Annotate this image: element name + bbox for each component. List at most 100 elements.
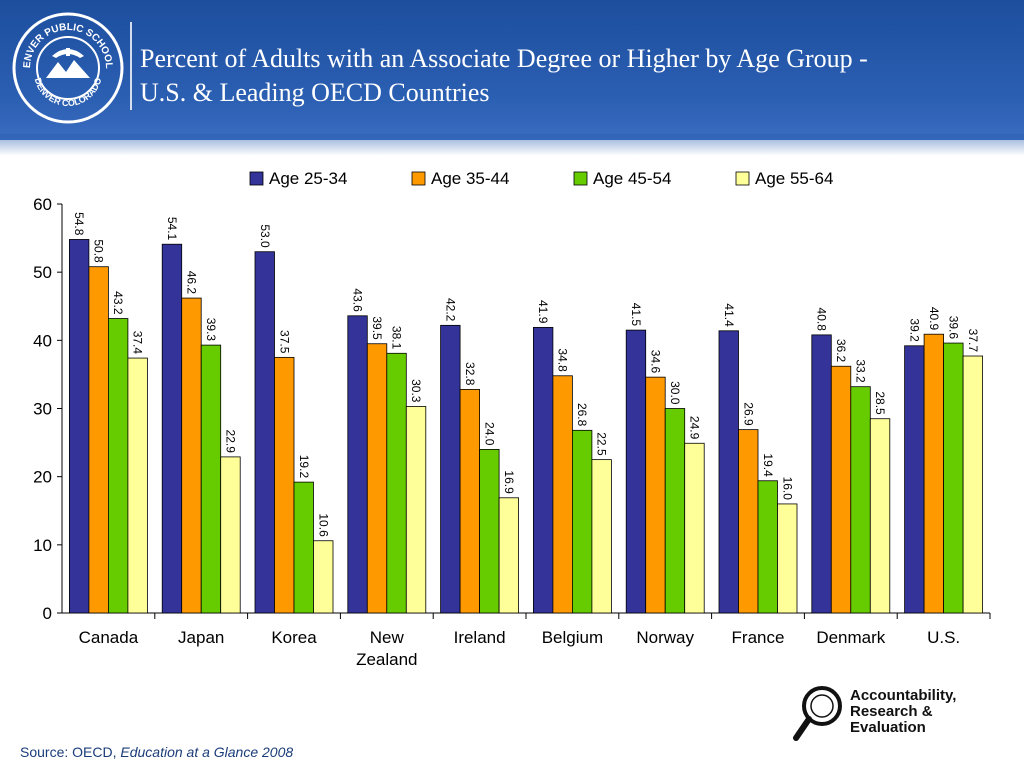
dps-seal-logo: DENVER PUBLIC SCHOOLS DENVER COLORADO bbox=[12, 12, 124, 124]
data-label: 40.9 bbox=[927, 307, 941, 331]
x-tick-label-line: Belgium bbox=[542, 628, 603, 647]
data-label: 37.5 bbox=[277, 330, 291, 354]
legend-label-3: Age 45-54 bbox=[593, 169, 671, 188]
x-tick-label: Norway bbox=[636, 628, 694, 647]
header-fade bbox=[0, 134, 1024, 156]
bar bbox=[200, 344, 222, 614]
header-divider bbox=[130, 22, 132, 110]
data-label: 43.2 bbox=[111, 291, 125, 315]
data-label: 32.8 bbox=[463, 362, 477, 386]
bar bbox=[738, 429, 759, 614]
x-tick-label: Denmark bbox=[816, 628, 885, 647]
title-line-1: Percent of Adults with an Associate Degr… bbox=[140, 44, 868, 73]
y-tick-label: 50 bbox=[33, 263, 52, 282]
bar bbox=[591, 459, 612, 614]
data-label: 39.2 bbox=[907, 318, 921, 342]
bar bbox=[664, 408, 686, 614]
data-label: 53.0 bbox=[258, 224, 272, 248]
data-label: 37.7 bbox=[966, 329, 980, 353]
x-tick-label: Canada bbox=[79, 628, 139, 647]
bar bbox=[69, 239, 90, 614]
x-tick-label: U.S. bbox=[927, 628, 960, 647]
y-tick-label: 10 bbox=[33, 536, 52, 555]
x-tick-label-line: Ireland bbox=[454, 628, 506, 647]
data-label: 42.2 bbox=[443, 298, 457, 322]
data-label: 26.9 bbox=[741, 402, 755, 426]
source-title: Education at a Glance 2008 bbox=[120, 744, 294, 760]
bar bbox=[274, 356, 295, 614]
data-label: 39.6 bbox=[946, 316, 960, 340]
bar bbox=[479, 448, 500, 614]
are-line-2: Research & bbox=[850, 703, 933, 720]
bar bbox=[347, 315, 368, 614]
y-tick-label: 40 bbox=[33, 331, 52, 350]
are-line-3: Evaluation bbox=[850, 719, 926, 736]
data-label: 22.5 bbox=[595, 432, 609, 456]
data-label: 34.6 bbox=[648, 350, 662, 374]
data-label: 38.1 bbox=[390, 326, 404, 350]
x-tick-label-line: Zealand bbox=[356, 650, 417, 669]
bar bbox=[293, 481, 314, 614]
bar bbox=[366, 343, 388, 614]
bar bbox=[830, 365, 852, 614]
data-label: 43.6 bbox=[351, 288, 365, 312]
data-label: 19.4 bbox=[761, 453, 775, 477]
x-tick-label: New Zealand bbox=[356, 628, 417, 669]
bar bbox=[811, 334, 832, 614]
data-label: 41.4 bbox=[722, 303, 736, 327]
data-label: 34.8 bbox=[556, 348, 570, 372]
y-tick-label: 60 bbox=[33, 195, 52, 214]
bar bbox=[943, 342, 964, 614]
bar bbox=[962, 355, 983, 614]
data-label: 30.3 bbox=[409, 379, 423, 403]
bar bbox=[757, 480, 778, 614]
x-tick-label-line: Japan bbox=[178, 628, 224, 647]
bar bbox=[850, 386, 871, 614]
x-tick-label-line: France bbox=[732, 628, 785, 647]
bar bbox=[684, 442, 705, 614]
source-prefix: Source: OECD, bbox=[20, 744, 121, 760]
are-line-1: Accountability, bbox=[850, 687, 957, 704]
bar bbox=[181, 297, 202, 614]
bar bbox=[923, 333, 944, 614]
bar bbox=[313, 540, 334, 614]
bar bbox=[645, 376, 666, 614]
x-tick-label-line: New bbox=[370, 628, 405, 647]
x-tick-label: Ireland bbox=[454, 628, 506, 647]
data-label: 37.4 bbox=[131, 331, 145, 355]
data-label: 33.2 bbox=[854, 359, 868, 383]
legend-label-4: Age 55-64 bbox=[755, 169, 833, 188]
data-label: 19.2 bbox=[297, 455, 311, 479]
bar bbox=[869, 418, 891, 614]
svg-text:DENVER COLORADO: DENVER COLORADO bbox=[33, 77, 104, 109]
bar bbox=[552, 375, 573, 614]
data-label: 26.8 bbox=[575, 403, 589, 427]
data-label: 22.9 bbox=[223, 430, 237, 454]
data-label: 39.5 bbox=[370, 316, 384, 340]
are-logo bbox=[793, 686, 842, 741]
x-tick-label-line: Norway bbox=[636, 628, 694, 647]
source-note: Source: OECD, Education at a Glance 2008 bbox=[20, 744, 293, 760]
bar bbox=[88, 266, 109, 614]
title-line-2: U.S. & Leading OECD Countries bbox=[140, 78, 490, 107]
data-label: 46.2 bbox=[184, 271, 198, 295]
are-text: Accountability, Research & Evaluation bbox=[850, 688, 956, 736]
data-label: 24.0 bbox=[482, 422, 496, 446]
header-banner: DENVER PUBLIC SCHOOLS DENVER COLORADO Pe… bbox=[0, 0, 1024, 140]
bar bbox=[572, 429, 593, 614]
bar bbox=[127, 357, 148, 614]
bar bbox=[386, 352, 407, 614]
data-label: 10.6 bbox=[316, 513, 330, 537]
x-tick-label-line: U.S. bbox=[927, 628, 960, 647]
x-tick-label: France bbox=[732, 628, 785, 647]
x-tick-label-line: Canada bbox=[79, 628, 139, 647]
legend-swatch-3 bbox=[573, 171, 588, 186]
page-title: Percent of Adults with an Associate Degr… bbox=[140, 42, 1010, 110]
bar bbox=[108, 318, 129, 614]
bar bbox=[904, 345, 925, 614]
bar bbox=[440, 324, 461, 614]
bar bbox=[405, 406, 427, 614]
data-label: 39.3 bbox=[204, 318, 218, 342]
data-label: 30.0 bbox=[668, 381, 682, 405]
legend-swatch-1 bbox=[249, 171, 264, 186]
